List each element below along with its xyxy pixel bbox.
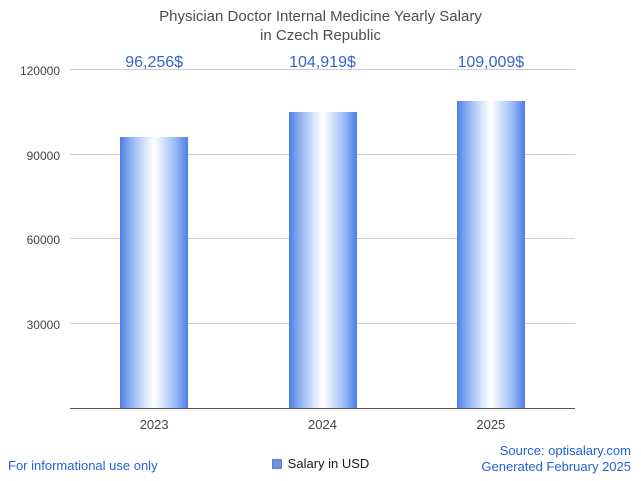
x-axis-label: 2023 [139,417,169,432]
y-tick-label: 60000 [26,233,60,247]
source-link[interactable]: Source: optisalary.com [499,443,631,458]
gridline [70,69,575,70]
chart-title-line2: in Czech Republic [260,27,381,44]
bar-2025[interactable] [456,100,525,408]
bar-2023[interactable] [120,136,189,408]
x-axis-label: 2024 [308,417,337,432]
y-tick-label: 30000 [26,317,60,332]
generated-date: Generated February 2025 [481,459,631,474]
x-axis-label: 2025 [476,417,506,432]
legend-color-swatch [271,458,282,469]
y-tick-label: 90000 [26,148,60,163]
chart-title-line1: Physician Doctor Internal Medicine Yearl… [159,8,482,25]
disclaimer-link[interactable]: For informational use only [8,458,158,473]
y-tick-label: 120000 [19,64,60,78]
legend: Salary in USD [0,456,641,471]
chart-title: Physician Doctor Internal Medicine Yearl… [0,7,641,45]
bar-2024[interactable] [288,112,357,408]
legend-label: Salary in USD [287,456,370,471]
source-attribution: Source: optisalary.com Generated Februar… [481,443,631,475]
plot-area [70,69,575,409]
